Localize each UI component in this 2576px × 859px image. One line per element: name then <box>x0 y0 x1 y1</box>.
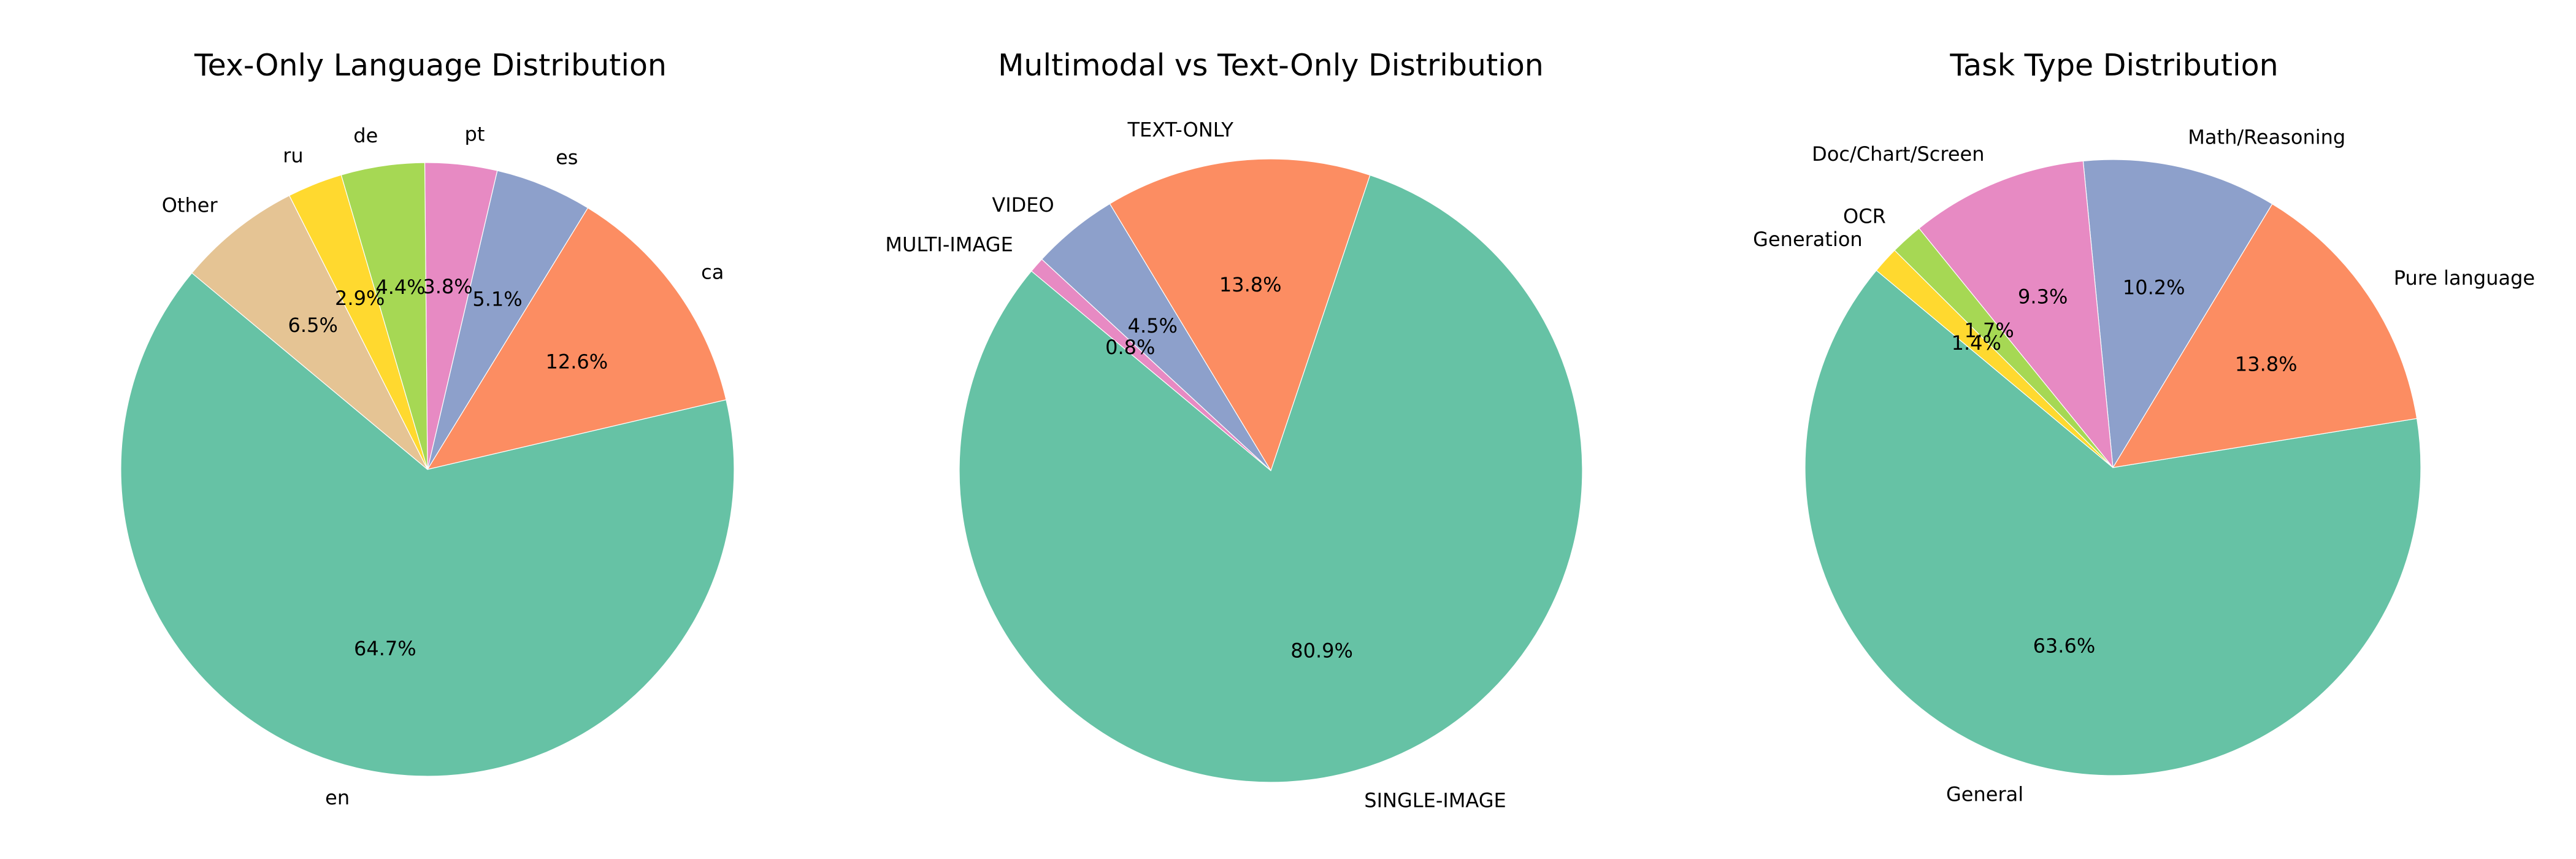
slice-label-video: VIDEO <box>992 193 1054 217</box>
pie-slice-general <box>1804 270 2421 776</box>
pct-label-ca: 12.6% <box>545 350 608 374</box>
slice-label-es: es <box>556 145 578 169</box>
slice-label-text-only: TEXT-ONLY <box>1127 118 1233 142</box>
pct-label-multi-image: 0.8% <box>1105 336 1155 359</box>
slice-label-ru: ru <box>283 144 303 168</box>
chart-title: Tex-Only Language Distribution <box>194 48 667 83</box>
pie-slice-doc-chart-screen <box>1919 160 2114 468</box>
pie-svg-task-type: Task Type Distribution 63.6% General 13.8% P… <box>1753 48 2535 806</box>
slice-label-ocr: OCR <box>1843 204 1886 228</box>
pct-label-pt: 3.8% <box>423 275 472 298</box>
slice-label-generation: Generation <box>1753 228 1863 251</box>
slice-label-de: de <box>353 124 378 147</box>
slice-label-general: General <box>1946 783 2023 806</box>
pct-label-math-reasoning: 10.2% <box>2123 275 2185 299</box>
chart-title: Multimodal vs Text-Only Distribution <box>998 48 1544 83</box>
pct-label-generation: 1.4% <box>1952 331 2001 355</box>
pct-label-ru: 2.9% <box>335 287 385 310</box>
pie-slice-other <box>191 195 428 470</box>
slice-label-multi-image: MULTI-IMAGE <box>885 233 1013 256</box>
pie-slice-generation <box>1876 250 2114 468</box>
slice-label-other: Other <box>162 194 218 217</box>
slice-label-doc-chart-screen: Doc/Chart/Screen <box>1812 142 1984 166</box>
pct-label-general: 63.6% <box>2033 634 2096 658</box>
pie-slice-ca <box>427 207 727 470</box>
slice-label-single-image: SINGLE-IMAGE <box>1364 789 1506 812</box>
pie-slice-text-only <box>1109 158 1371 471</box>
pct-label-doc-chart-screen: 9.3% <box>2018 285 2068 308</box>
slice-label-ca: ca <box>701 260 724 283</box>
pct-label-en: 64.7% <box>354 637 416 660</box>
chart-multimodal-vs-text-only-distribution: Multimodal vs Text-Only Distribution 80.9… <box>859 0 1717 859</box>
pie-slice-math-reasoning <box>2082 159 2273 468</box>
chart-task-type-distribution: Task Type Distribution 63.6% General 13.8% P… <box>1717 0 2576 859</box>
chart-title: Task Type Distribution <box>1949 48 2278 83</box>
pie-svg-language: Tex-Only Language Distribution 64.7% en 12.… <box>120 48 735 809</box>
pie-slice-en <box>120 272 735 777</box>
pct-label-single-image: 80.9% <box>1290 639 1353 662</box>
pct-label-text-only: 13.8% <box>1219 273 1282 296</box>
pct-label-other: 6.5% <box>288 314 338 337</box>
pct-label-pure-language: 13.8% <box>2235 353 2298 376</box>
slice-label-pt: pt <box>465 122 485 145</box>
pie-slice-multi-image <box>1031 259 1271 471</box>
pie-slice-pure-language <box>2112 203 2418 468</box>
chart-tex-only-language-distribution: Tex-Only Language Distribution 64.7% en 12.… <box>0 0 859 859</box>
pct-label-ocr: 1.7% <box>1964 319 2014 342</box>
pct-label-de: 4.4% <box>375 275 425 299</box>
slice-label-en: en <box>325 786 350 809</box>
slice-label-math-reasoning: Math/Reasoning <box>2188 126 2345 149</box>
pct-label-video: 4.5% <box>1128 314 1178 337</box>
pct-label-es: 5.1% <box>472 288 522 311</box>
slice-label-pure-language: Pure language <box>2394 266 2535 290</box>
pie-slice-single-image <box>959 174 1583 783</box>
pie-slice-es <box>427 170 588 470</box>
pie-svg-modality: Multimodal vs Text-Only Distribution 80.9… <box>885 48 1583 812</box>
